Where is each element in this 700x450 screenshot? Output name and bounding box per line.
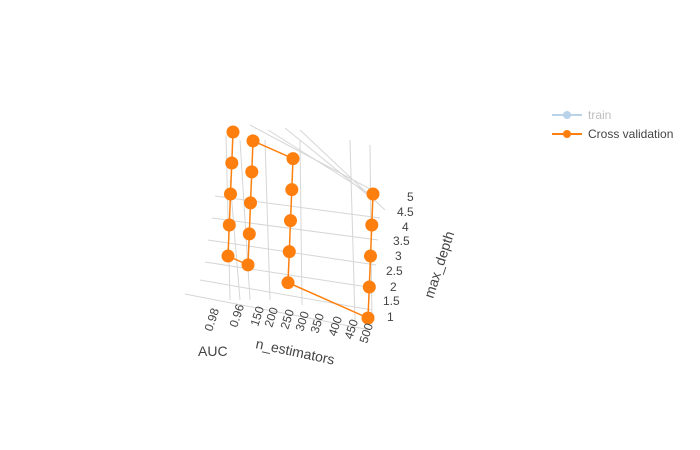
series-markers xyxy=(221,125,380,325)
cross-validation-point-6[interactable] xyxy=(242,227,256,241)
grid-line-12 xyxy=(349,139,356,321)
max-depth-tick-label: 3.5 xyxy=(393,234,410,248)
n-estimators-tick-label: 300 xyxy=(293,309,313,333)
legend[interactable]: train Cross validation xyxy=(552,108,673,141)
legend-label: train xyxy=(588,108,611,122)
n-estimators-tick-label: 350 xyxy=(308,311,328,335)
max-depth-tick-label: 5 xyxy=(407,190,414,204)
cross-validation-point-15[interactable] xyxy=(361,311,375,325)
max-depth-tick-label: 2 xyxy=(390,280,397,294)
legend-item-1[interactable]: Cross validation xyxy=(552,127,673,141)
auc-tick-label: 0.98 xyxy=(202,306,223,333)
n-estimators-tick-label: 500 xyxy=(357,321,377,345)
cross-validation-point-5[interactable] xyxy=(241,258,255,272)
auc-axis-title: AUC xyxy=(198,343,228,359)
grid-line-4 xyxy=(211,217,379,241)
cross-validation-point-17[interactable] xyxy=(364,249,377,263)
grid-line-14 xyxy=(239,139,251,301)
grid-line-16 xyxy=(299,139,303,306)
cross-validation-point-19[interactable] xyxy=(366,187,380,201)
grid-line-7 xyxy=(267,129,377,199)
legend-label: Cross validation xyxy=(588,127,673,141)
cross-validation-point-13[interactable] xyxy=(282,245,296,259)
cross-validation-point-7[interactable] xyxy=(244,196,257,210)
axis-titles: AUC n_estimators max_depth xyxy=(198,229,457,368)
cross-validation-point-8[interactable] xyxy=(245,165,259,179)
max-depth-tick-label: 3 xyxy=(395,249,402,263)
cross-validation-point-14[interactable] xyxy=(281,276,295,290)
max-depth-tick-label: 1 xyxy=(387,310,394,324)
n-estimators-tick-label: 450 xyxy=(342,317,362,341)
grid-line-8 xyxy=(284,127,381,206)
legend-marker-swatch xyxy=(563,130,571,138)
n-estimators-tick-label: 250 xyxy=(278,307,298,331)
grid-line-2 xyxy=(204,261,375,289)
cross-validation-point-1[interactable] xyxy=(225,156,239,170)
legend-marker-swatch xyxy=(563,111,571,119)
cross-validation-point-4[interactable] xyxy=(221,249,235,263)
grid-line-1 xyxy=(199,279,373,311)
cross-validation-point-18[interactable] xyxy=(365,218,379,232)
cross-validation-point-3[interactable] xyxy=(222,218,236,232)
n-estimators-axis-title: n_estimators xyxy=(254,335,336,367)
max-depth-tick-label: 4 xyxy=(402,220,409,234)
grid-line-0 xyxy=(184,293,371,331)
max-depth-tick-label: 1.5 xyxy=(383,294,400,308)
cross-validation-point-16[interactable] xyxy=(362,280,376,294)
grid-line-5 xyxy=(214,195,381,219)
cross-validation-point-9[interactable] xyxy=(246,134,260,148)
legend-item-0[interactable]: train xyxy=(552,108,611,122)
n-estimators-tick-label: 200 xyxy=(262,305,282,329)
cross-validation-point-11[interactable] xyxy=(285,183,299,197)
cross-validation-point-10[interactable] xyxy=(286,152,300,166)
cross-validation-point-2[interactable] xyxy=(224,187,237,201)
cross-validation-point-0[interactable] xyxy=(226,125,240,139)
auc-tick-label: 0.96 xyxy=(227,302,248,329)
grid-line-15 xyxy=(264,139,271,301)
n-estimators-tick-label: 400 xyxy=(326,314,346,338)
max-depth-axis-title: max_depth xyxy=(421,229,458,300)
max-depth-tick-label: 2.5 xyxy=(386,264,403,278)
cross-validation-point-12[interactable] xyxy=(284,214,297,228)
n-estimators-tick-label: 150 xyxy=(248,304,268,328)
max-depth-tick-label: 4.5 xyxy=(397,205,414,219)
